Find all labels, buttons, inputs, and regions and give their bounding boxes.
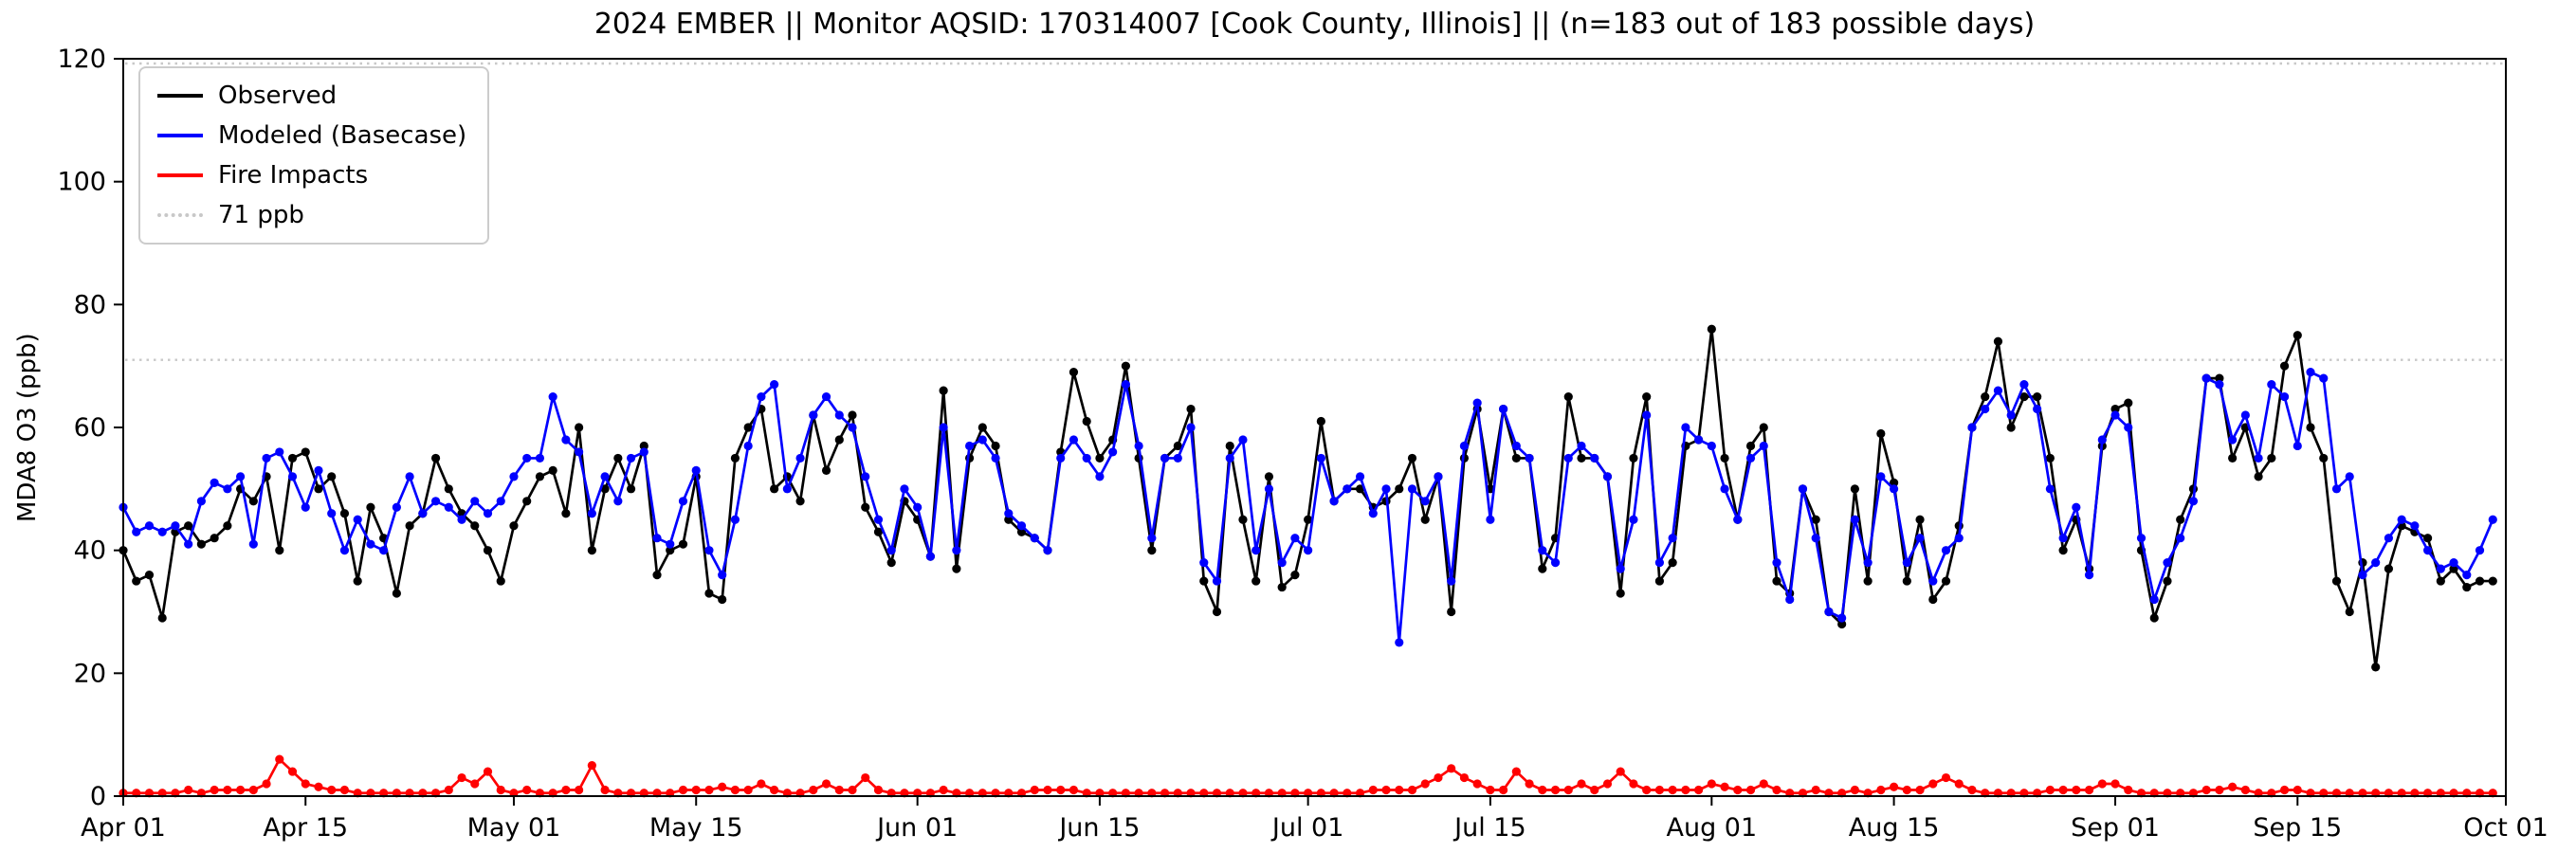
legend-item-modeled: Modeled (Basecase) [157,121,466,150]
svg-text:Sep 15: Sep 15 [2253,813,2342,843]
legend-label-threshold: 71 ppb [218,201,304,229]
svg-text:Apr 15: Apr 15 [263,813,348,843]
svg-text:100: 100 [57,168,106,197]
svg-text:Aug 15: Aug 15 [1849,813,1940,843]
svg-text:Sep 01: Sep 01 [2071,813,2160,843]
svg-text:Jul 01: Jul 01 [1270,813,1344,843]
svg-text:0: 0 [90,782,106,811]
legend-label-modeled: Modeled (Basecase) [218,121,467,150]
chart-title: 2024 EMBER || Monitor AQSID: 170314007 [… [594,8,2036,41]
svg-text:May 15: May 15 [649,813,743,843]
fire-line-swatch [157,173,203,177]
observed-line-swatch [157,94,203,98]
svg-text:Jul 15: Jul 15 [1452,813,1526,843]
legend-item-fire: Fire Impacts [157,161,466,190]
threshold-line-swatch [157,213,203,217]
svg-text:Aug 01: Aug 01 [1666,813,1757,843]
legend-label-fire: Fire Impacts [218,161,369,190]
modeled-line-swatch [157,134,203,137]
legend-item-threshold: 71 ppb [157,201,466,229]
svg-text:Jun 01: Jun 01 [875,813,958,843]
svg-text:May 01: May 01 [467,813,561,843]
svg-text:40: 40 [74,536,106,566]
svg-text:80: 80 [74,290,106,319]
legend-label-observed: Observed [218,82,338,110]
svg-text:60: 60 [74,413,106,443]
legend: Observed Modeled (Basecase) Fire Impacts… [138,66,490,245]
legend-item-observed: Observed [157,82,466,110]
svg-text:20: 20 [74,659,106,688]
svg-text:Apr 01: Apr 01 [81,813,166,843]
svg-text:120: 120 [57,45,106,74]
svg-text:Oct 01: Oct 01 [2463,813,2549,843]
svg-text:Jun 15: Jun 15 [1057,813,1140,843]
